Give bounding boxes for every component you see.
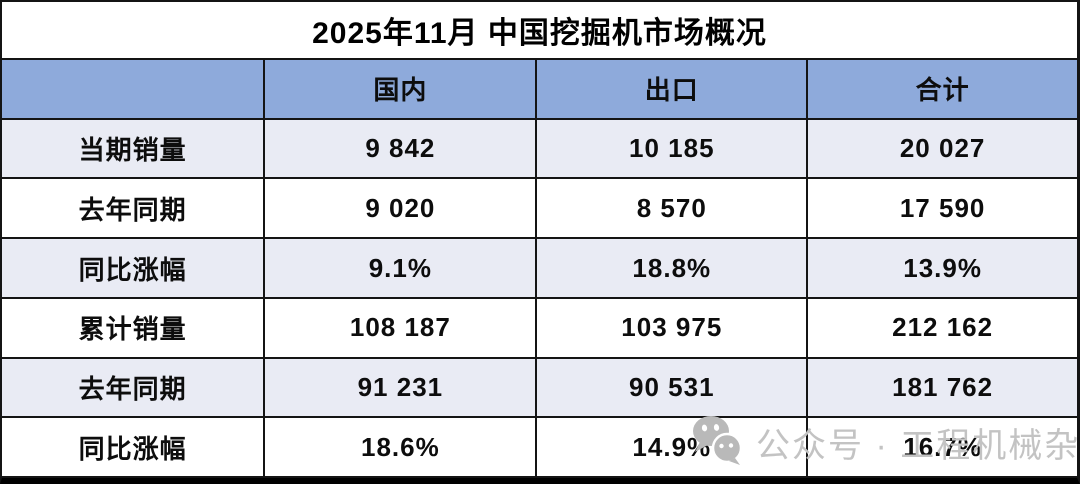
value-cell: 181 762 (892, 371, 994, 402)
value-cell: 18.8% (537, 239, 809, 297)
table-title: 2025年11月 中国挖掘机市场概况 (312, 17, 767, 50)
row-label: 去年同期 (2, 179, 266, 238)
column-header-export: 出口 (537, 60, 809, 118)
row-label: 去年同期 (2, 358, 266, 417)
row-label: 同比涨幅 (2, 239, 266, 297)
table-row-current-sales: 当期销量 9 842 10 185 20 027 (2, 119, 1077, 180)
value-cell: 90 531 (537, 358, 809, 417)
value-cell: 13.9% (903, 252, 982, 283)
value-cell: 9 842 (265, 119, 538, 178)
table-row-cumulative-sales: 累计销量 108 187 103 975 212 162 (2, 298, 1077, 359)
row-label: 当期销量 (2, 119, 266, 178)
column-header-domestic: 国内 (265, 60, 538, 118)
value-cell: 212 162 (892, 312, 994, 343)
table-row-last-year-same-period: 去年同期 9 020 8 570 17 590 (2, 179, 1077, 240)
value-cell: 8 570 (537, 179, 809, 238)
value-cell: 9 020 (265, 179, 538, 238)
table-row-last-year-cumulative: 去年同期 91 231 90 531 181 762 (2, 358, 1077, 419)
value-cell: 91 231 (265, 358, 538, 417)
table-row-cumulative-yoy-growth: 同比涨幅 18.6% 14.9% 16.7% (2, 418, 1077, 479)
value-cell: 103 975 (537, 298, 809, 357)
value-cell: 17 590 (899, 192, 986, 223)
row-label: 累计销量 (2, 298, 266, 357)
value-cell: 20 027 (899, 133, 986, 164)
value-cell: 16.7% (903, 431, 982, 462)
column-header-row: 国内 出口 合计 (2, 60, 1077, 120)
value-cell: 14.9% (537, 418, 809, 477)
column-header-total: 合计 (915, 75, 970, 106)
value-cell: 10 185 (537, 119, 809, 178)
row-label: 同比涨幅 (2, 418, 266, 477)
table-title-row: 2025年11月 中国挖掘机市场概况 (2, 2, 1077, 60)
table-row-yoy-growth: 同比涨幅 9.1% 18.8% 13.9% (2, 239, 1077, 299)
value-cell: 108 187 (265, 298, 538, 357)
value-cell: 18.6% (265, 418, 538, 477)
value-cell: 9.1% (265, 239, 538, 297)
corner-blank-cell (2, 60, 266, 118)
